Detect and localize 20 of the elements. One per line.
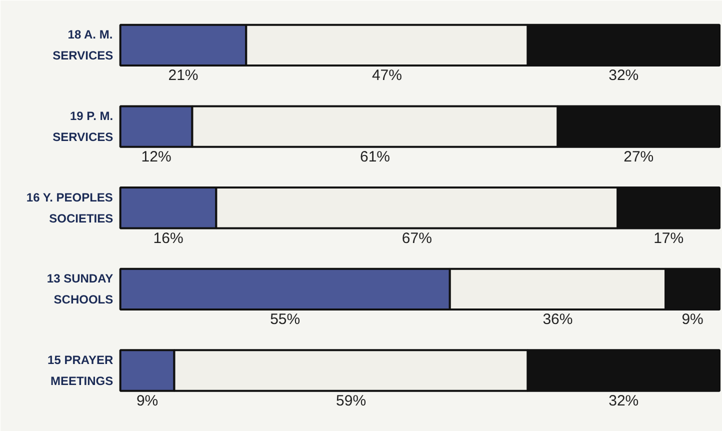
data-label: 67%	[402, 230, 432, 247]
data-label: 47%	[372, 67, 402, 84]
y-tick-label: 19 P. M. SERVICES	[52, 109, 114, 144]
y-tick-label: 13 SUNDAY SCHOOLS	[46, 272, 114, 307]
data-label: 9%	[682, 311, 704, 328]
y-tick-label: 16 Y. PEOPLES SOCIETIES	[26, 190, 114, 226]
data-label: 36%	[542, 311, 573, 328]
data-label: 17%	[654, 230, 684, 247]
y-tick-label: 15 PRAYER MEETINGS	[48, 353, 114, 388]
data-label: 9%	[136, 392, 158, 410]
data-label: 32%	[608, 392, 639, 410]
data-label: 12%	[141, 148, 172, 166]
data-label: 27%	[624, 148, 654, 166]
data-label: 55%	[270, 311, 300, 328]
data-label: 32%	[608, 67, 639, 84]
y-tick-label: 18 A. M. SERVICES	[52, 28, 114, 63]
data-label: 59%	[336, 392, 366, 410]
data-label: 21%	[168, 67, 198, 84]
data-label: 16%	[153, 230, 184, 247]
data-label: 61%	[360, 148, 390, 166]
